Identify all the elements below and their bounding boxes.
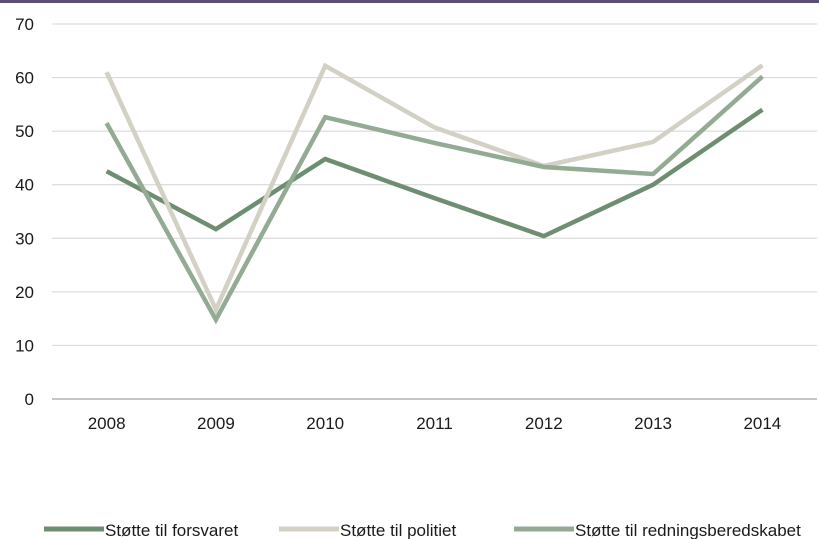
- x-axis-tick-labels: 2008 2009 2010 2011 2012 2013 2014: [88, 414, 782, 433]
- series-lines: [104, 62, 764, 325]
- series-line-2: [104, 62, 764, 315]
- y-tick-label: 0: [25, 390, 34, 409]
- x-tick-label: 2013: [634, 414, 672, 433]
- top-border: [0, 0, 819, 3]
- legend-item-3: Støtte til redningsberedskabet: [514, 521, 801, 539]
- x-tick-label: 2012: [525, 414, 563, 433]
- series-line-3: [104, 74, 764, 325]
- x-tick-label: 2011: [416, 414, 453, 433]
- y-tick-label: 60: [15, 69, 34, 88]
- legend-item-2: Støtte til politiet: [279, 521, 456, 539]
- y-tick-label: 10: [15, 336, 34, 355]
- legend-item-1: Støtte til forsvaret: [44, 521, 238, 539]
- legend: Støtte til forsvaret Støtte til politiet S…: [44, 521, 801, 539]
- gridlines: [52, 23, 817, 400]
- legend-label: Støtte til politiet: [340, 521, 456, 539]
- y-axis-tick-labels: 0 10 20 30 40 50 60 70: [15, 15, 34, 409]
- x-tick-label: 2014: [743, 414, 781, 433]
- y-tick-label: 40: [15, 176, 34, 195]
- y-tick-label: 30: [15, 229, 34, 248]
- x-tick-label: 2009: [197, 414, 235, 433]
- y-tick-label: 70: [15, 15, 34, 34]
- y-tick-label: 50: [15, 122, 34, 141]
- x-tick-label: 2010: [306, 414, 344, 433]
- legend-label: Støtte til forsvaret: [105, 521, 238, 539]
- y-tick-label: 20: [15, 283, 34, 302]
- legend-label: Støtte til redningsberedskabet: [575, 521, 801, 539]
- x-tick-label: 2008: [88, 414, 126, 433]
